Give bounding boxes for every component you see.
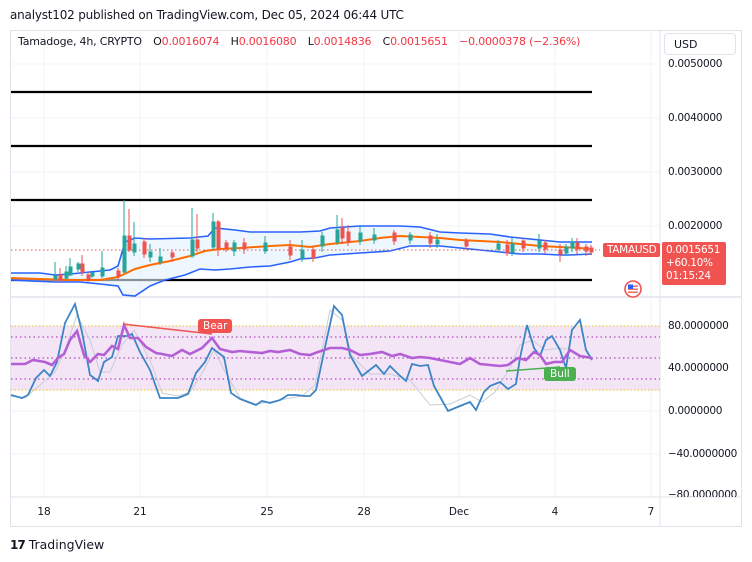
- rsi-line: [11, 321, 593, 368]
- last-price: 0.0015651: [666, 244, 721, 256]
- bollinger-upper: [11, 225, 592, 276]
- symbol-info[interactable]: Tamadoge, 4h, CRYPTO: [18, 35, 142, 48]
- bull-label[interactable]: Bull: [544, 367, 576, 381]
- time-axis-label: 25: [260, 506, 274, 518]
- price-axis-label: 0.0040000: [668, 112, 723, 124]
- time-axis-label: 7: [647, 506, 655, 518]
- rsi-axis-label: 0.0000000: [668, 405, 723, 417]
- low-label: L: [307, 35, 314, 48]
- bar-countdown: 01:15:24: [666, 270, 711, 282]
- rsi-axis-label: 80.0000000: [668, 320, 729, 332]
- change-value: −0.0000378 (−2.36%): [459, 35, 581, 48]
- currency-button[interactable]: USD: [664, 33, 736, 55]
- high-value: 0.0016080: [238, 35, 297, 48]
- rsi-axis-label: 40.0000000: [668, 362, 729, 374]
- chart-frame[interactable]: [10, 30, 742, 527]
- last-price-badge: 0.0015651 +60.10% 01:15:24: [662, 242, 726, 285]
- close-label: C: [382, 35, 391, 48]
- tradingview-brand: TradingView: [28, 537, 105, 552]
- time-axis-label: 18: [37, 506, 51, 518]
- rsi-axis-label: −80.0000000: [668, 489, 737, 497]
- tradingview-logo[interactable]: 17 TradingView: [10, 537, 104, 552]
- time-axis-label: 4: [551, 506, 559, 518]
- rsi-axis-label: −40.0000000: [668, 448, 737, 460]
- open-value: 0.0016074: [161, 35, 220, 48]
- candles[interactable]: [53, 200, 594, 282]
- price-axis-label: 0.0030000: [668, 166, 723, 178]
- ohlc-legend: Tamadoge, 4h, CRYPTO O0.0016074 H0.00160…: [18, 35, 580, 48]
- bollinger-lower: [10, 245, 593, 297]
- symbol-price-tag: TAMAUSD: [603, 243, 661, 257]
- high-label: H: [230, 35, 239, 48]
- bollinger-fill: [11, 226, 592, 296]
- close-value: 0.0015651: [390, 35, 448, 48]
- bear-divergence-line: [122, 323, 213, 335]
- grid: [11, 31, 660, 497]
- price-change-percent: +60.10%: [666, 257, 713, 269]
- time-axis-label: Dec: [448, 506, 470, 518]
- open-label: O: [153, 35, 162, 48]
- price-axis-label: 0.0020000: [668, 220, 723, 232]
- bear-label[interactable]: Bear: [198, 319, 233, 333]
- time-axis-label: 28: [357, 506, 371, 518]
- horizontal-levels[interactable]: [11, 90, 592, 282]
- low-value: 0.0014836: [313, 35, 372, 48]
- price-axis-label: 0.0050000: [668, 58, 723, 70]
- tradingview-logo-icon: 17: [10, 537, 26, 552]
- us-flag-icon[interactable]: [624, 280, 642, 298]
- stoch-k-line: [10, 301, 593, 413]
- publisher-line: analyst102 published on TradingView.com,…: [10, 8, 404, 22]
- time-axis-label: 21: [133, 506, 147, 518]
